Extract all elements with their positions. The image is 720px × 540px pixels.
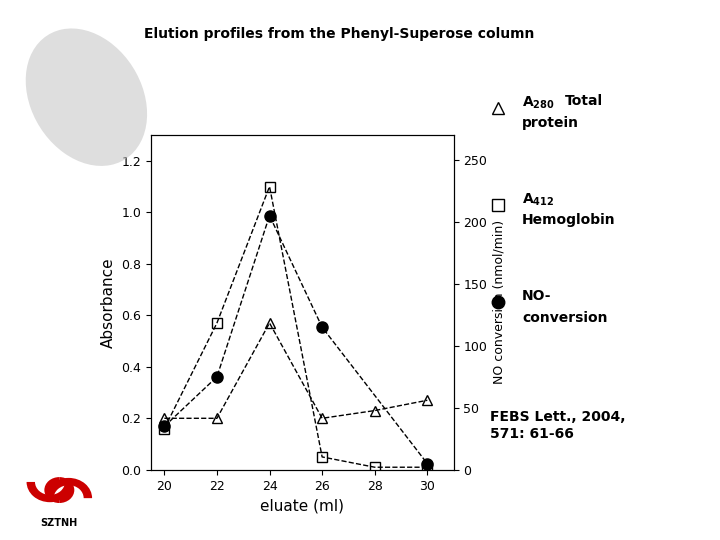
Text: conversion: conversion [522,310,608,325]
Text: FEBS Lett., 2004,
571: 61-66: FEBS Lett., 2004, 571: 61-66 [490,410,625,441]
Y-axis label: NO conversion (nmol/min): NO conversion (nmol/min) [492,220,505,384]
Wedge shape [45,477,59,503]
Ellipse shape [26,29,147,166]
Text: Elution profiles from the Phenyl-Superose column: Elution profiles from the Phenyl-Superos… [144,27,534,41]
Y-axis label: Absorbance: Absorbance [101,257,116,348]
Wedge shape [59,477,74,503]
X-axis label: eluate (ml): eluate (ml) [261,498,344,513]
Text: NO-: NO- [522,289,552,303]
Text: $\mathbf{A_{280}}$: $\mathbf{A_{280}}$ [522,94,554,111]
Text: $\mathbf{A_{412}}$: $\mathbf{A_{412}}$ [522,192,554,208]
Wedge shape [45,478,92,498]
Text: SZTNH: SZTNH [41,518,78,529]
Text: Hemoglobin: Hemoglobin [522,213,616,227]
Wedge shape [27,482,73,502]
Text: protein: protein [522,116,579,130]
Text: Total: Total [565,94,603,109]
